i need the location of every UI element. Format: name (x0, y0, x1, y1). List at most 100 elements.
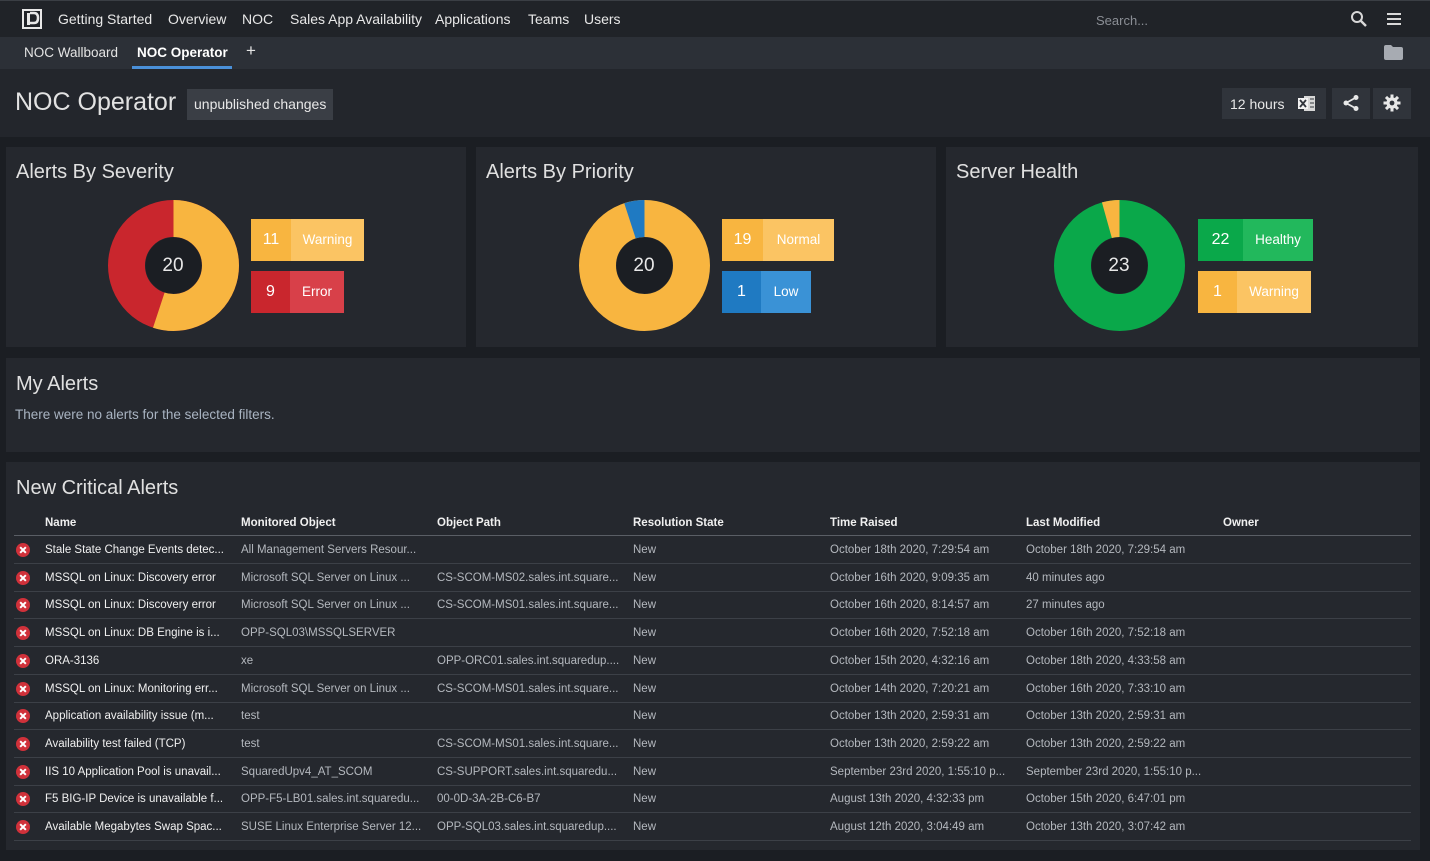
cell-monitored-object: test (241, 710, 260, 723)
table-row[interactable]: MSSQL on Linux: Discovery error Microsoft… (14, 564, 1411, 592)
cell-resolution-state: New (633, 571, 657, 584)
cell-monitored-object: Microsoft SQL Server on Linux ... (241, 571, 410, 584)
menu-icon[interactable] (1386, 11, 1402, 27)
cell-last-modified: 27 minutes ago (1026, 599, 1105, 612)
column-header-name[interactable]: Name (45, 517, 77, 529)
settings-button[interactable] (1373, 88, 1411, 119)
column-header-last-modified[interactable]: Last Modified (1026, 517, 1101, 529)
nav-item-users[interactable]: Users (584, 11, 621, 27)
column-header-object-path[interactable]: Object Path (437, 517, 501, 529)
health-donut-chart[interactable] (1054, 200, 1185, 331)
legend-count: 22 (1198, 219, 1243, 261)
critical-error-icon (16, 653, 30, 668)
table-row[interactable]: Stale State Change Events detec... All Ma… (14, 536, 1411, 564)
excel-export-icon[interactable] (1298, 95, 1316, 112)
folder-icon[interactable] (1384, 45, 1403, 60)
cell-time-raised: August 13th 2020, 4:32:33 pm (830, 793, 985, 806)
priority-donut-chart[interactable] (579, 200, 710, 331)
table-row[interactable]: Available Megabytes Swap Spac... SUSE Lin… (14, 813, 1411, 841)
table-row[interactable]: ORA-3136 xe OPP-ORC01.sales.int.squaredup.… (14, 647, 1411, 675)
nav-item-applications[interactable]: Applications (435, 11, 511, 27)
cell-object-path: CS-SUPPORT.sales.int.squaredu... (437, 765, 618, 778)
table-row[interactable]: MSSQL on Linux: Monitoring err... Microso… (14, 675, 1411, 703)
cell-alert-name: Stale State Change Events detec... (45, 544, 225, 556)
cell-last-modified: October 15th 2020, 6:47:01 pm (1026, 793, 1186, 806)
cell-monitored-object: SquaredUpv4_AT_SCOM (241, 765, 373, 778)
legend-error[interactable]: 9 Error (251, 271, 344, 313)
cell-last-modified: October 13th 2020, 2:59:31 am (1026, 710, 1186, 723)
cell-last-modified: September 23rd 2020, 1:55:10 p... (1026, 765, 1202, 778)
nav-item-noc[interactable]: NOC (242, 11, 274, 27)
table-row[interactable]: Application availability issue (m... test… (14, 702, 1411, 731)
no-alerts-message: There were no alerts for the selected fi… (15, 407, 275, 422)
legend-label: Normal (763, 219, 834, 261)
severity-donut-chart[interactable] (108, 200, 239, 331)
cell-alert-name: IIS 10 Application Pool is unavail... (45, 765, 221, 778)
squaredup-logo-icon[interactable] (22, 9, 42, 29)
cell-last-modified: 40 minutes ago (1026, 571, 1105, 584)
cell-time-raised: October 13th 2020, 2:59:31 am (830, 710, 990, 723)
cell-monitored-object: test (241, 737, 260, 750)
panel-title: Alerts By Priority (486, 161, 634, 183)
cell-resolution-state: New (633, 627, 657, 640)
cell-alert-name: MSSQL on Linux: DB Engine is i... (45, 627, 220, 640)
cell-resolution-state: New (633, 737, 657, 750)
timeframe-label: 12 hours (1230, 96, 1285, 112)
cell-time-raised: October 16th 2020, 7:52:18 am (830, 627, 990, 640)
search-icon[interactable] (1350, 10, 1368, 28)
cell-monitored-object: All Management Servers Resour... (241, 544, 417, 556)
cell-time-raised: October 16th 2020, 9:09:35 am (830, 571, 990, 584)
column-header-resolution-state[interactable]: Resolution State (633, 517, 724, 529)
cell-alert-name: MSSQL on Linux: Monitoring err... (45, 682, 218, 695)
tab-noc-wallboard[interactable]: NOC Wallboard (24, 45, 119, 60)
top-nav: Getting Started Overview NOC Sales App A… (0, 0, 1430, 37)
add-tab-button[interactable]: + (246, 41, 256, 60)
cell-monitored-object: OPP-SQL03\MSSQLSERVER (241, 627, 396, 640)
unpublished-changes-badge[interactable]: unpublished changes (187, 89, 334, 120)
cell-last-modified: October 18th 2020, 7:29:54 am (1026, 544, 1186, 556)
table-row[interactable]: IIS 10 Application Pool is unavail... Squ… (14, 758, 1411, 786)
cell-alert-name: F5 BIG-IP Device is unavailable f... (45, 793, 224, 806)
critical-error-icon (16, 543, 30, 557)
panel-title: My Alerts (16, 373, 99, 395)
legend-label: Error (290, 271, 344, 313)
nav-item-getting-started[interactable]: Getting Started (58, 11, 153, 27)
cell-resolution-state: New (633, 710, 657, 723)
column-header-monitored-object[interactable]: Monitored Object (241, 517, 336, 529)
nav-item-teams[interactable]: Teams (528, 11, 570, 27)
search-input[interactable] (1090, 8, 1335, 32)
tab-noc-operator[interactable]: NOC Operator (137, 45, 228, 60)
cell-alert-name: Application availability issue (m... (45, 710, 214, 723)
gear-icon (1383, 94, 1401, 112)
cell-alert-name: Available Megabytes Swap Spac... (45, 821, 222, 833)
table-row[interactable]: F5 BIG-IP Device is unavailable f... OPP-… (14, 785, 1411, 814)
cell-resolution-state: New (633, 682, 657, 695)
table-row[interactable]: Availability test failed (TCP) test CS-SCO… (14, 730, 1411, 758)
cell-monitored-object: OPP-F5-LB01.sales.int.squaredu... (241, 793, 420, 806)
table-row[interactable]: MSSQL on Linux: Discovery error Microsoft… (14, 591, 1411, 620)
column-header-time-raised[interactable]: Time Raised (830, 517, 898, 529)
cell-time-raised: October 15th 2020, 4:32:16 am (830, 654, 990, 667)
page-title: NOC Operator (15, 88, 177, 116)
cell-resolution-state: New (633, 654, 657, 667)
nav-item-overview[interactable]: Overview (168, 11, 227, 27)
critical-error-icon (16, 736, 30, 751)
legend-normal[interactable]: 19 Normal (722, 219, 834, 261)
legend-low[interactable]: 1 Low (722, 271, 811, 313)
nav-item-sales-app-availability[interactable]: Sales App Availability (290, 11, 423, 27)
legend-warning[interactable]: 1 Warning (1198, 271, 1311, 313)
column-header-owner[interactable]: Owner (1223, 517, 1259, 529)
legend-count: 11 (251, 219, 291, 261)
legend-count: 1 (722, 271, 761, 313)
legend-healthy[interactable]: 22 Healthy (1198, 219, 1313, 261)
table-row[interactable]: MSSQL on Linux: DB Engine is i... OPP-SQL… (14, 619, 1411, 648)
critical-error-icon (16, 764, 30, 779)
legend-warning[interactable]: 11 Warning (251, 219, 364, 261)
cell-last-modified: October 16th 2020, 7:52:18 am (1026, 627, 1186, 640)
legend-label: Warning (291, 219, 364, 261)
share-button[interactable] (1332, 88, 1370, 119)
timeframe-button[interactable]: 12 hours (1222, 88, 1326, 119)
cell-object-path: OPP-ORC01.sales.int.squaredup.... (437, 654, 620, 667)
cell-last-modified: October 16th 2020, 7:33:10 am (1026, 682, 1186, 695)
panel-title: Alerts By Severity (16, 161, 174, 183)
